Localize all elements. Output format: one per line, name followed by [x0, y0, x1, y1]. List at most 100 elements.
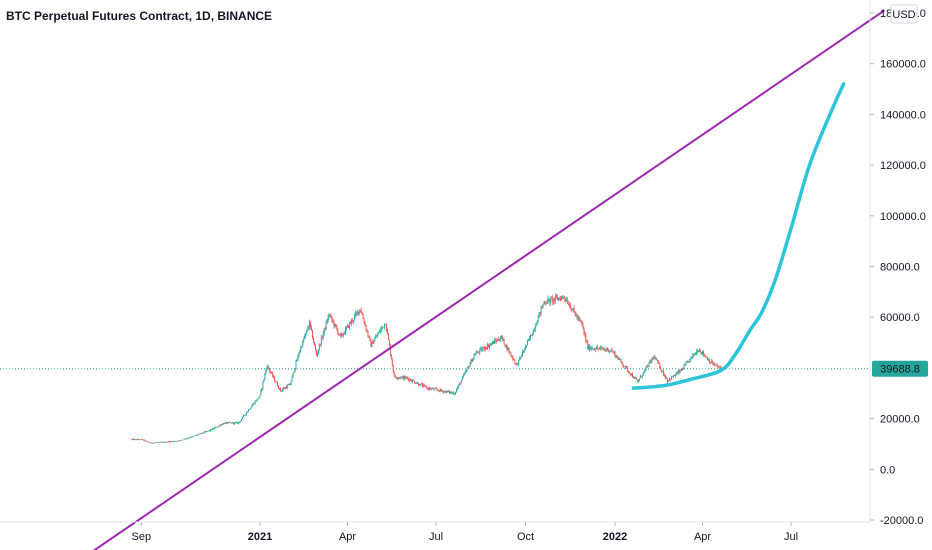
candle-body: [394, 375, 396, 378]
candle-body: [262, 381, 264, 389]
time-axis[interactable]: Sep 2021 Apr Jul Oct 2022 Apr Jul: [132, 522, 799, 543]
candle-body: [715, 364, 717, 366]
candle-body: [646, 366, 648, 367]
candle-body: [388, 339, 390, 346]
candle-body: [654, 357, 656, 358]
candle-body: [562, 296, 563, 298]
candle-body: [490, 343, 491, 346]
candle-body: [167, 441, 169, 443]
candle-body: [320, 337, 322, 345]
candle-body: [136, 439, 137, 440]
candle-body: [434, 388, 436, 389]
candle-body: [455, 392, 456, 395]
candle-body: [358, 309, 360, 314]
candle-body: [407, 377, 409, 379]
candle-body: [294, 368, 296, 372]
candle-body: [364, 323, 366, 326]
candle-body: [279, 387, 280, 389]
candle-body: [649, 360, 651, 363]
candle-body: [626, 366, 628, 368]
chart-title-group: BTC Perpetual Futures Contract, 1D, BINA…: [6, 9, 272, 23]
candle-body: [264, 373, 266, 380]
candle-body: [516, 363, 518, 365]
candle-body: [431, 388, 433, 389]
candle-body: [406, 377, 408, 378]
candle-body: [536, 322, 538, 325]
projection-curve[interactable]: [631, 82, 846, 390]
candle-body: [325, 322, 327, 330]
candle-body: [314, 342, 315, 346]
candle-body: [172, 441, 174, 442]
candle-body: [681, 369, 683, 371]
candle-body: [444, 391, 446, 392]
candle-body: [371, 341, 373, 347]
candle-body: [693, 354, 695, 356]
candle-body: [463, 373, 465, 376]
candle-body: [497, 339, 499, 341]
candle-body: [339, 333, 341, 335]
candle-body: [187, 438, 189, 439]
candle-body: [274, 376, 276, 382]
candle-body: [138, 439, 140, 441]
candle-body: [215, 427, 217, 428]
candle-body: [456, 389, 457, 393]
candle-body: [321, 337, 323, 339]
candle-body: [147, 441, 149, 443]
candle-body: [475, 353, 477, 355]
candle-body: [319, 344, 321, 346]
candle-body: [609, 350, 611, 352]
candle-body: [694, 353, 696, 356]
candle-body: [350, 322, 351, 324]
candle-body: [719, 366, 721, 368]
candle-body: [291, 376, 293, 382]
candle-body: [540, 307, 542, 314]
candle-body: [509, 352, 511, 353]
candle-body: [253, 403, 255, 405]
candle-body: [611, 349, 613, 352]
candle-body: [242, 416, 243, 420]
candle-body: [419, 385, 420, 386]
candle-body: [674, 375, 676, 376]
candle-body: [361, 312, 363, 315]
candle-body: [603, 349, 605, 350]
time-axis-tick-label: Apr: [339, 531, 356, 543]
candle-body: [615, 355, 617, 357]
candle-body: [169, 441, 170, 443]
candle-body: [682, 369, 684, 370]
candle-body: [286, 385, 288, 389]
candle-body: [714, 363, 716, 365]
candle-body: [520, 356, 522, 358]
candle-body: [583, 327, 585, 333]
candle-body: [663, 370, 665, 376]
candle-body: [587, 342, 589, 349]
candle-body: [690, 356, 692, 359]
candle-body: [575, 314, 577, 317]
currency-button-frame[interactable]: [890, 4, 918, 24]
candle-body: [678, 371, 680, 373]
candle-body: [379, 331, 381, 333]
candle-body: [448, 391, 450, 392]
candle-body: [369, 336, 371, 340]
candle-body: [653, 357, 655, 358]
candle-body: [307, 329, 309, 331]
currency-label[interactable]: USD: [892, 9, 915, 21]
candle-body: [244, 414, 246, 416]
candle-body: [137, 439, 139, 440]
candle-body: [302, 340, 304, 347]
candle-body: [506, 345, 508, 350]
candle-body: [210, 429, 212, 431]
candle-body: [529, 334, 531, 339]
candle-body: [208, 430, 210, 432]
candle-body: [566, 300, 568, 304]
candle-body: [657, 360, 659, 363]
candle-body: [219, 425, 221, 427]
candle-body: [192, 436, 194, 437]
trend-line[interactable]: [61, 9, 885, 550]
candle-body: [467, 366, 469, 368]
candle-body: [218, 425, 220, 427]
candle-body: [386, 330, 388, 334]
candle-body: [415, 383, 417, 384]
currency-button[interactable]: USD: [890, 4, 918, 24]
candle-body: [260, 390, 262, 395]
price-axis-tick-label: 60000.0: [880, 312, 920, 324]
